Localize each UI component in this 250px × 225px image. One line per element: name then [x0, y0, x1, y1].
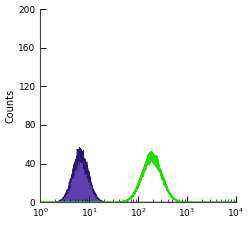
Y-axis label: Counts: Counts — [6, 89, 16, 123]
